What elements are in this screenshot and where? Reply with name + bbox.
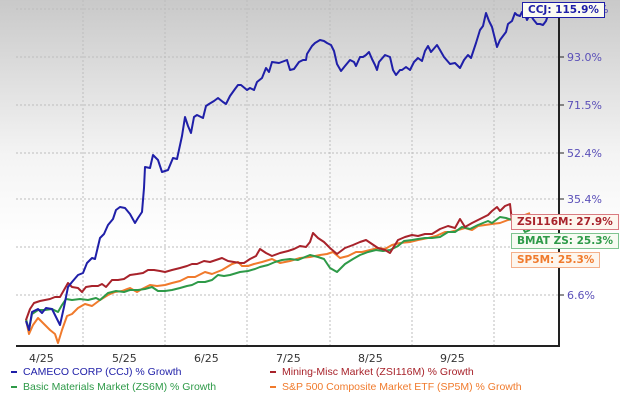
series-ccj-line bbox=[25, 9, 556, 331]
legend-sp5m: S&P 500 Composite Market ETF (SP5M) % Gr… bbox=[270, 381, 522, 393]
x-tick-may: 5/25 bbox=[112, 352, 137, 365]
y-tick-35: 35.4% bbox=[567, 193, 602, 206]
legend-zsi116m-swatch bbox=[270, 371, 276, 374]
legend-sp5m-swatch bbox=[270, 386, 276, 389]
legend-ccj-label: CAMECO CORP (CCJ) % Growth bbox=[23, 366, 182, 378]
legend-bmat-label: Basic Materials Market (ZS6M) % Growth bbox=[23, 381, 217, 393]
legend-bmat: Basic Materials Market (ZS6M) % Growth bbox=[11, 381, 216, 393]
callout-sp5m: SP5M: 25.3% bbox=[511, 252, 601, 268]
legend-ccj: CAMECO CORP (CCJ) % Growth bbox=[11, 366, 182, 378]
x-tick-sep: 9/25 bbox=[440, 352, 465, 365]
plot-background bbox=[0, 0, 620, 346]
y-tick-93: 93.0% bbox=[567, 51, 602, 64]
grid-lines bbox=[16, 0, 559, 346]
callout-bmat: BMAT ZS: 25.3% bbox=[511, 233, 620, 249]
x-tick-jul: 7/25 bbox=[276, 352, 301, 365]
callout-zsi116m: ZSI116M: 27.9% bbox=[511, 214, 619, 230]
callout-ccj: CCJ: 115.9% bbox=[522, 2, 605, 18]
legend-zsi116m-label: Mining-Misc Market (ZSI116M) % Growth bbox=[282, 366, 474, 378]
series-bmat-line bbox=[25, 216, 531, 331]
x-tick-jun: 6/25 bbox=[194, 352, 219, 365]
y-tick-6: 6.6% bbox=[567, 289, 595, 302]
legend-bmat-swatch bbox=[11, 386, 17, 389]
y-tick-52: 52.4% bbox=[567, 147, 602, 160]
y-tick-71: 71.5% bbox=[567, 99, 602, 112]
legend-ccj-swatch bbox=[11, 371, 17, 374]
series-zsi-line bbox=[25, 203, 531, 321]
legend-zsi116m: Mining-Misc Market (ZSI116M) % Growth bbox=[270, 366, 474, 378]
x-tick-aug: 8/25 bbox=[358, 352, 383, 365]
x-tick-apr: 4/25 bbox=[29, 352, 54, 365]
legend-sp5m-label: S&P 500 Composite Market ETF (SP5M) % Gr… bbox=[282, 381, 522, 393]
